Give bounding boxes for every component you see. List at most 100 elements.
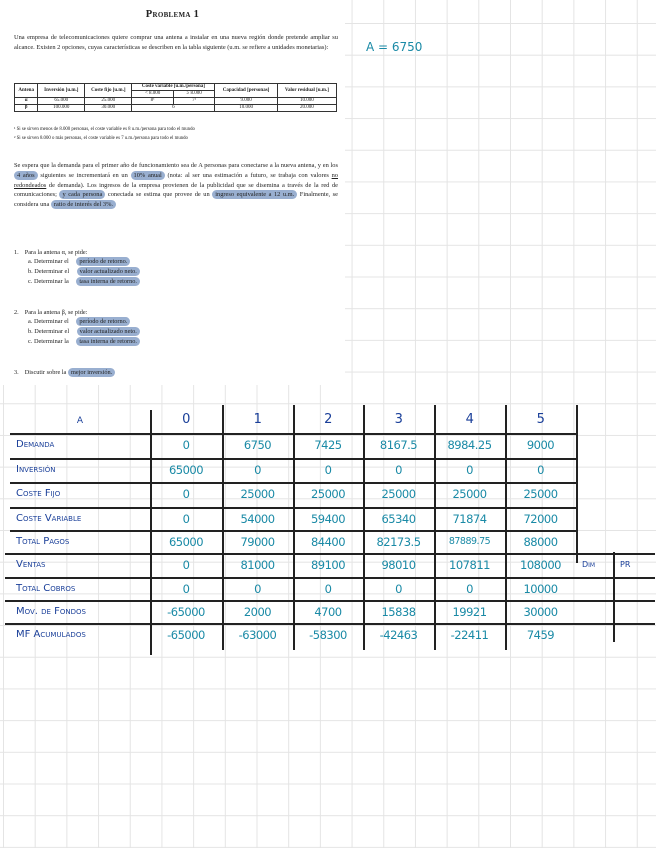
- question-item: b. Determinar el valor actualizado neto.: [28, 267, 140, 276]
- row-label: Total Pagos: [16, 536, 70, 547]
- question-item: 2. Para la antena β, se pide:: [14, 309, 87, 316]
- problem-document: Problema 1 Una empresa de telecomunicaci…: [0, 0, 345, 385]
- row-divider: [10, 507, 578, 509]
- row-divider: [5, 623, 655, 625]
- table-cell: 82173.5: [376, 535, 421, 549]
- row-label: Inversión: [16, 464, 56, 475]
- column-divider: [613, 552, 615, 642]
- text: 1.: [14, 249, 19, 256]
- th-cv-high: ≥ 8.000: [172, 90, 216, 98]
- table-cell: 0: [395, 582, 402, 596]
- table-cell: 84400: [310, 535, 346, 549]
- footnote-1: ¹ Si se sirven menos de 8.000 personas, …: [14, 127, 195, 132]
- table-corner-label: α: [76, 412, 84, 427]
- table-cell: 79000: [240, 535, 275, 549]
- extra-header-pr: PR: [620, 560, 631, 569]
- text: Se espera que la demanda para el primer …: [14, 162, 338, 169]
- year-header: 3: [394, 412, 403, 427]
- text: conectada se estima que provee de un: [105, 191, 213, 199]
- table-cell: 0: [466, 582, 473, 596]
- row-label: Demanda: [16, 439, 55, 450]
- table-row: α 65.000 25.000 8¹ 7² 9.000 10.000: [13, 97, 338, 105]
- underlined-text: no redondeados: [14, 171, 338, 189]
- column-divider: [505, 405, 507, 650]
- table-cell: 0: [466, 463, 473, 477]
- table-cell: 9000: [526, 438, 555, 452]
- table-cell: 54000: [240, 512, 275, 526]
- row-divider: [5, 553, 655, 555]
- cell: β: [13, 104, 39, 112]
- table-cell: -63000: [238, 628, 277, 642]
- highlight: mejor inversión.: [67, 368, 116, 377]
- table-cell: 72000: [523, 512, 558, 526]
- table-cell: 0: [537, 463, 544, 477]
- table-cell: 0: [395, 463, 402, 477]
- highlight: ingreso equivalente a 12 u.m.: [212, 190, 298, 200]
- year-header: 5: [536, 412, 545, 427]
- table-cell: 107811: [449, 558, 490, 572]
- table-cell: -65000: [167, 628, 205, 642]
- table-cell: 98010: [381, 558, 416, 572]
- table-cell: 0: [182, 512, 190, 526]
- row-label: Total Cobros: [16, 583, 76, 594]
- text: de demanda). Los ingresos de la empresa …: [14, 181, 338, 199]
- row-label: MF Acumulados: [16, 629, 86, 640]
- table-cell: 65000: [168, 535, 204, 549]
- column-divider: [576, 405, 578, 563]
- table-cell: -58300: [309, 628, 347, 642]
- row-divider: [5, 600, 655, 602]
- text: b. Determinar el: [28, 328, 71, 335]
- text: 2.: [14, 309, 19, 316]
- table-cell: 25000: [310, 487, 346, 501]
- th-coste-variable: Coste variable [u.m./persona]: [131, 83, 216, 91]
- extra-header-dim: Dim: [582, 560, 596, 569]
- text: Para la antena α, se pide:: [24, 249, 88, 256]
- year-header: 2: [324, 412, 332, 427]
- highlight: tasa interna de retorno.: [76, 337, 141, 346]
- question-item: 1. Para la antena α, se pide:: [14, 249, 87, 256]
- question-item: c. Determinar la tasa interna de retorno…: [28, 277, 141, 286]
- highlight: tasa interna de retorno.: [76, 277, 141, 286]
- cell: 6: [131, 104, 216, 112]
- row-divider: [5, 577, 655, 579]
- table-cell: 30000: [523, 605, 558, 619]
- table-cell: 0: [324, 582, 332, 596]
- text: siguientes se incrementará en un: [37, 171, 131, 179]
- table-cell: 0: [182, 487, 190, 501]
- highlight: período de retorno.: [76, 257, 131, 266]
- th-inversion: Inversión [u.m.]: [37, 83, 86, 98]
- table-cell: 7459: [526, 628, 555, 642]
- row-divider: [10, 530, 578, 532]
- table-cell: 0: [182, 582, 190, 596]
- cell: 30.000: [84, 104, 133, 112]
- row-divider: [10, 458, 578, 460]
- table-cell: 65340: [381, 512, 416, 526]
- th-cv-low: < 8.000: [131, 90, 174, 98]
- row-label: Coste Variable: [16, 513, 82, 524]
- table-cell: 19921: [452, 605, 487, 619]
- th-coste-fijo: Coste fijo [u.m.]: [84, 83, 133, 98]
- table-cell: 81000: [240, 558, 275, 572]
- cell: 65.000: [37, 97, 86, 105]
- question-item: 3. Discutir sobre la mejor inversión.: [14, 368, 116, 377]
- row-label: Ventas: [16, 559, 46, 570]
- table-cell: -22411: [450, 628, 489, 642]
- highlight: período de retorno.: [76, 317, 131, 326]
- table-cell: -42463: [379, 628, 418, 642]
- table-cell: 59400: [310, 512, 346, 526]
- question-item: a. Determinar el período de retorno.: [28, 257, 131, 266]
- row-label: Mov. de Fondos: [16, 606, 86, 617]
- table-cell: 4700: [314, 605, 342, 619]
- cell: 10.000: [214, 104, 278, 112]
- annotation-a-value: A = 6750: [366, 40, 423, 54]
- cell: 100.000: [37, 104, 86, 112]
- table-cell: 65000: [168, 463, 204, 477]
- column-divider: [150, 410, 152, 655]
- column-divider: [222, 405, 224, 650]
- table-cell: 108000: [520, 558, 561, 572]
- table-cell: 0: [324, 463, 332, 477]
- row-divider: [10, 482, 578, 484]
- highlight: ratio de interés del 3%.: [50, 200, 117, 210]
- highlight: valor actualizado neto.: [76, 327, 140, 336]
- table-cell: 89100: [310, 558, 346, 572]
